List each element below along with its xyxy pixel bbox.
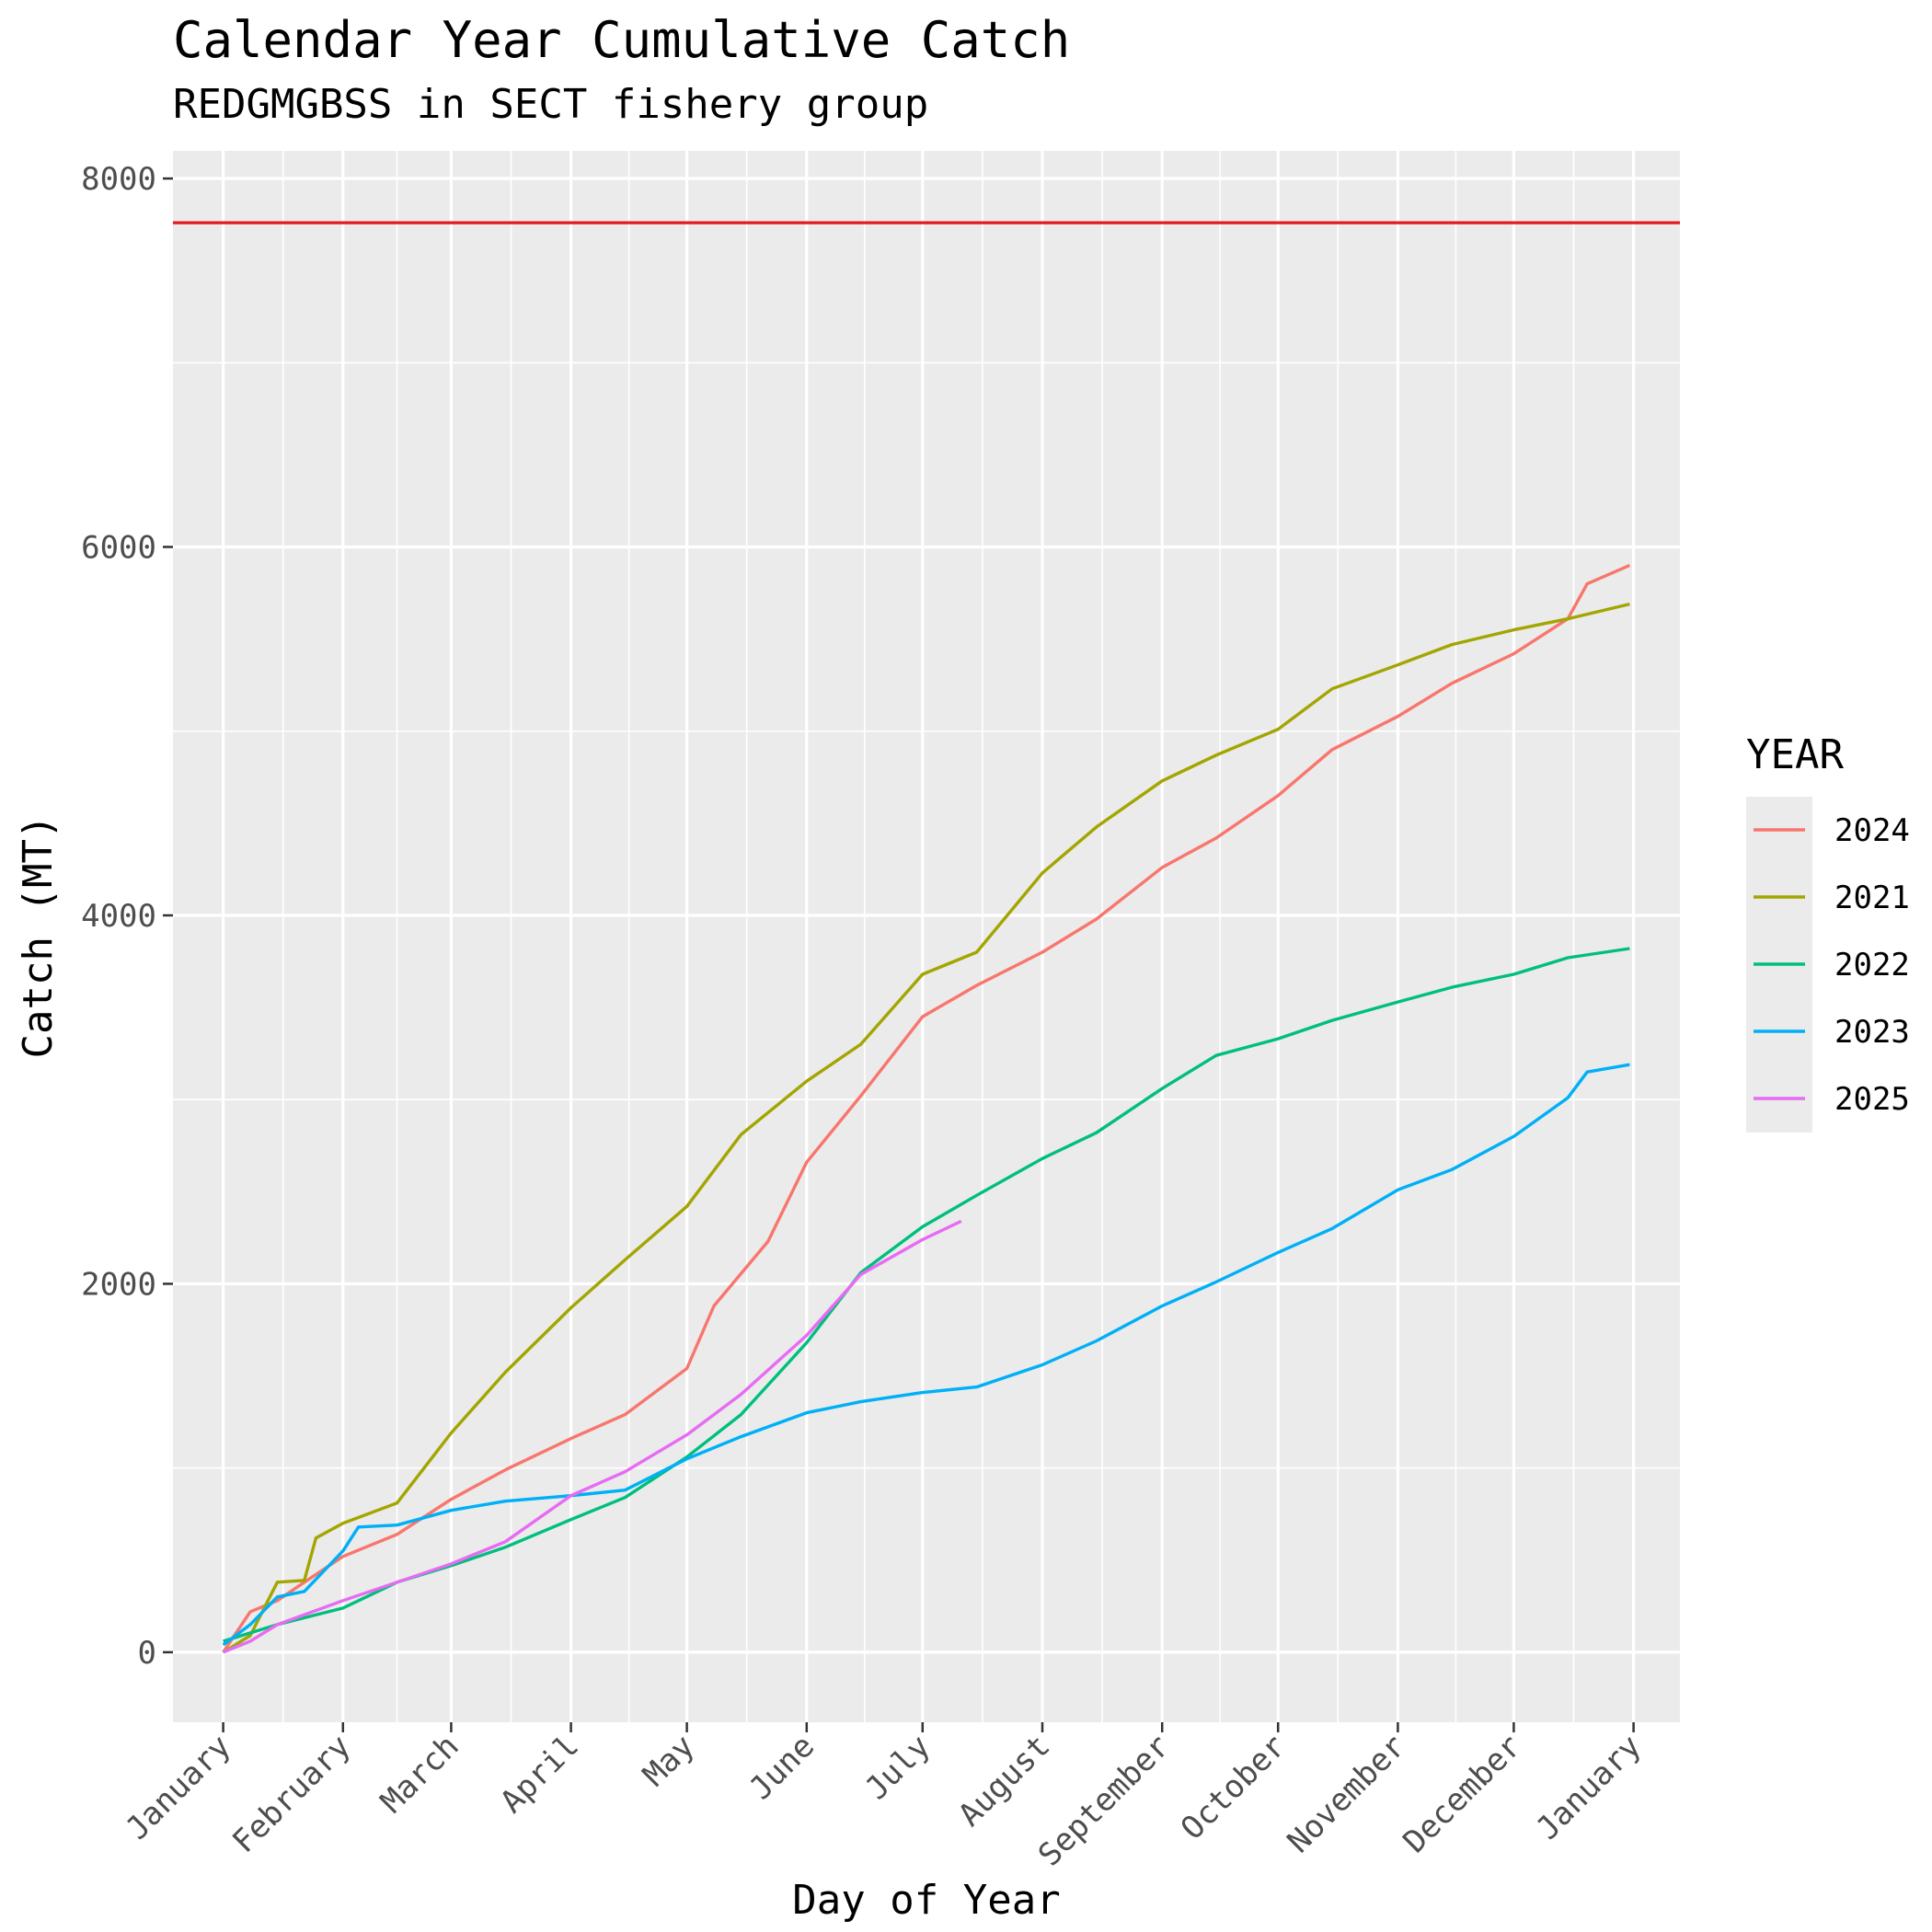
series-line-2022 xyxy=(223,947,1630,1643)
legend-items: 2024 2021 2022 2023 2025 xyxy=(1754,812,1910,1118)
x-tick-label: December xyxy=(1397,1728,1529,1860)
x-tick-label: April xyxy=(493,1728,586,1821)
y-tick-label: 8000 xyxy=(81,161,156,198)
series-line-2025 xyxy=(222,1219,962,1654)
x-tick-label: June xyxy=(742,1728,822,1807)
series-line-2023 xyxy=(222,1063,1630,1647)
series-line-2021 xyxy=(222,602,1630,1654)
series-line-2024 xyxy=(222,563,1631,1653)
x-tick-label: November xyxy=(1281,1728,1413,1860)
legend-label-2025: 2025 xyxy=(1834,1081,1910,1118)
x-tick-label: August xyxy=(951,1728,1057,1834)
chart-title: Calendar Year Cumulative Catch xyxy=(173,11,1070,69)
x-axis-title: Day of Year xyxy=(792,1877,1060,1924)
x-tick-label: March xyxy=(374,1728,466,1821)
legend-label-2023: 2023 xyxy=(1834,1014,1910,1051)
legend-label-2024: 2024 xyxy=(1834,812,1910,849)
x-tick-label: January xyxy=(119,1728,238,1847)
legend-label-2022: 2022 xyxy=(1834,947,1910,983)
legend-title: YEAR xyxy=(1746,731,1844,778)
y-tick-label: 6000 xyxy=(81,530,156,567)
legend: YEAR 2024 2021 2022 2023 2025 xyxy=(1746,731,1910,1133)
grid-lines xyxy=(173,151,1680,1722)
x-tick-label: February xyxy=(225,1728,358,1860)
x-tick-label: May xyxy=(636,1728,702,1794)
y-axis-title: Catch (MT) xyxy=(15,815,62,1059)
chart-subtitle: REDGMGBSS in SECT fishery group xyxy=(173,81,928,128)
y-axis: 0 2000 4000 6000 8000 xyxy=(81,161,173,1672)
y-tick-label: 4000 xyxy=(81,898,156,935)
y-tick-label: 2000 xyxy=(81,1266,156,1303)
x-tick-label: October xyxy=(1174,1728,1294,1847)
legend-label-2021: 2021 xyxy=(1834,880,1910,916)
series-lines xyxy=(222,563,1631,1654)
y-tick-label: 0 xyxy=(138,1635,156,1672)
x-tick-label: January xyxy=(1529,1728,1649,1847)
plot-panel xyxy=(173,151,1680,1722)
x-tick-label: July xyxy=(858,1728,937,1807)
